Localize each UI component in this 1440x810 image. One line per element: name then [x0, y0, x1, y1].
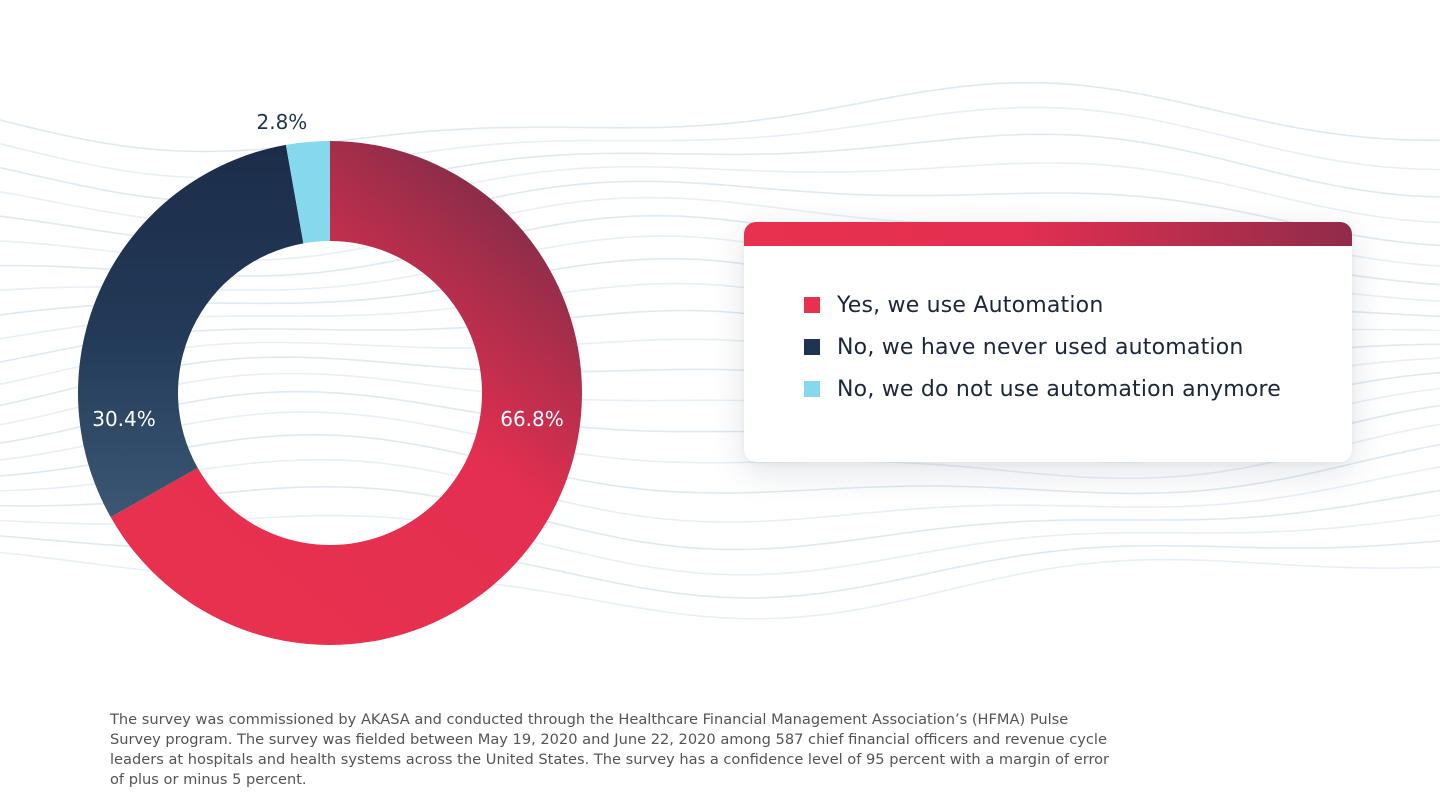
legend-swatch — [804, 381, 820, 397]
slice-yes-automation — [110, 141, 583, 645]
legend: Yes, we use Automation No, we have never… — [804, 284, 1281, 410]
wave-line — [0, 411, 1440, 480]
label-no-longer-used: 2.8% — [256, 110, 307, 134]
label-yes-automation: 66.8% — [500, 407, 564, 431]
wave-line — [0, 485, 1440, 551]
survey-footnote: The survey was commissioned by AKASA and… — [110, 711, 1110, 788]
slice-never-used — [77, 144, 304, 518]
legend-swatch — [804, 297, 820, 313]
legend-item-no-longer-used: No, we do not use automation anymore — [804, 368, 1281, 410]
legend-label: No, we have never used automation — [837, 334, 1244, 360]
legend-card: Yes, we use Automation No, we have never… — [744, 222, 1352, 462]
legend-header-bar — [744, 222, 1352, 246]
slice-no-longer-used — [285, 141, 330, 244]
legend-item-never-used: No, we have never used automation — [804, 326, 1281, 368]
wave-line — [0, 81, 1440, 153]
wave-line — [0, 458, 1440, 523]
legend-label: Yes, we use Automation — [837, 292, 1104, 318]
legend-label: No, we do not use automation anymore — [837, 376, 1281, 402]
legend-swatch — [804, 339, 820, 355]
wave-line — [0, 433, 1440, 495]
label-never-used: 30.4% — [92, 407, 156, 431]
legend-item-yes-automation: Yes, we use Automation — [804, 284, 1281, 326]
